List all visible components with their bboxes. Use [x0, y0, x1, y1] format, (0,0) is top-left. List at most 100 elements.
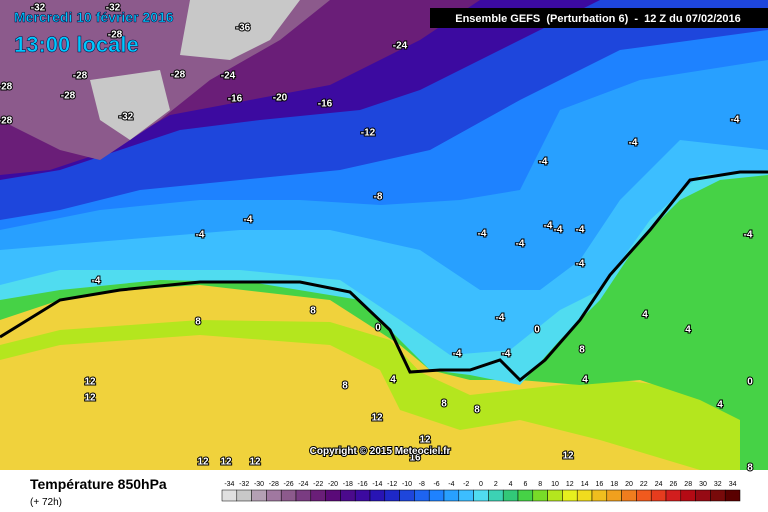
scale-swatch — [295, 489, 312, 502]
lead-time: (+ 72h) — [30, 497, 62, 508]
scale-swatch — [562, 489, 578, 502]
scale-swatch — [606, 489, 622, 502]
contour-label: 12 — [562, 451, 574, 462]
contour-label: -4 — [554, 225, 563, 236]
scale-label: 4 — [509, 481, 513, 488]
contour-label: 8 — [441, 399, 447, 410]
contour-label: -4 — [196, 230, 205, 241]
run-box — [430, 8, 768, 28]
scale-label: 32 — [714, 481, 722, 488]
scale-label: -16 — [358, 481, 368, 488]
scale-label: 34 — [729, 481, 737, 488]
scale-swatch — [576, 489, 593, 502]
scale-swatch — [443, 489, 460, 502]
scale-label: 20 — [625, 481, 633, 488]
contour-label: -8 — [374, 192, 383, 203]
scale-label: 12 — [566, 481, 574, 488]
scale-swatch — [369, 489, 386, 502]
contour-label: -20 — [273, 93, 288, 104]
contour-label: 12 — [84, 377, 96, 388]
scale-swatch — [340, 489, 356, 502]
scale-swatch — [680, 489, 696, 502]
scale-swatch — [547, 489, 563, 502]
scale-swatch — [473, 489, 489, 502]
contour-label: 12 — [419, 435, 431, 446]
scale-label: -30 — [254, 481, 264, 488]
scale-label: -6 — [433, 481, 439, 488]
contour-label: 4 — [390, 375, 396, 386]
contour-label: 8 — [342, 381, 348, 392]
scale-label: 24 — [655, 481, 663, 488]
contour-label: -4 — [502, 349, 511, 360]
scale-swatch — [428, 489, 445, 502]
contour-label: 12 — [371, 413, 383, 424]
contour-label: 8 — [579, 345, 585, 356]
contour-label: -4 — [478, 229, 487, 240]
contour-label: -4 — [544, 221, 553, 232]
scale-swatch — [221, 489, 238, 502]
contour-label: 8 — [747, 463, 753, 474]
contour-label: -24 — [221, 71, 236, 82]
scale-swatch — [310, 489, 326, 502]
scale-swatch — [384, 489, 400, 502]
variable-title: Température 850hPa — [30, 476, 167, 492]
scale-label: -18 — [343, 481, 353, 488]
contour-label: 8 — [195, 317, 201, 328]
color-scale: -34 -32 -30 -28 -26 -24 -22 -20 -18 -16 -14 -12 -10-… — [221, 481, 741, 502]
contour-label: 4 — [717, 400, 723, 411]
contour-label: 0 — [375, 323, 381, 334]
scale-label: -34 — [224, 481, 234, 488]
scale-label: -28 — [269, 481, 279, 488]
scale-swatch — [532, 489, 548, 502]
scale-swatch — [665, 489, 682, 502]
scale-swatch — [591, 489, 608, 502]
scale-label: 6 — [523, 481, 527, 488]
scale-label: -24 — [298, 481, 308, 488]
contour-labels: -32 -32 -36 -28 -24 -28 -28 -24 -16 -20 -16 -28 -32 -… — [0, 2, 754, 475]
scale-label: 28 — [684, 481, 692, 488]
scale-swatch — [710, 489, 726, 502]
scale-label: 0 — [479, 481, 483, 488]
contour-label: -36 — [236, 23, 251, 34]
contour-label: 12 — [84, 393, 96, 404]
scale-label: 30 — [699, 481, 707, 488]
contour-label: 8 — [310, 306, 316, 317]
contour-label: 12 — [197, 457, 209, 468]
contour-label: -4 — [576, 225, 585, 236]
contour-label: -12 — [361, 128, 376, 139]
scale-swatch — [251, 489, 267, 502]
scale-swatch — [325, 489, 341, 502]
contour-label: -32 — [106, 3, 121, 14]
contour-label: -4 — [92, 276, 101, 287]
contour-label: -28 — [108, 30, 123, 41]
scale-label: -14 — [372, 481, 382, 488]
contour-label: -4 — [576, 259, 585, 270]
scale-label: -32 — [239, 481, 249, 488]
contour-label: 0 — [747, 377, 753, 388]
contour-label: -16 — [318, 99, 333, 110]
contour-label: 4 — [685, 325, 691, 336]
local-time: 13:00 locale — [14, 32, 139, 57]
contour-label: -28 — [0, 116, 13, 127]
contour-label: -4 — [453, 349, 462, 360]
contour-label: -4 — [731, 115, 740, 126]
scale-label: 14 — [581, 481, 589, 488]
contour-label: -4 — [744, 230, 753, 241]
scale-label: 2 — [494, 481, 498, 488]
scale-swatch — [724, 489, 741, 502]
scale-label: 26 — [670, 481, 678, 488]
forecast-date: Mercredi 10 février 2016 — [14, 9, 174, 25]
scale-swatch — [399, 489, 415, 502]
scale-swatch — [414, 489, 430, 502]
scale-label: -8 — [419, 481, 425, 488]
contour-label: -4 — [539, 157, 548, 168]
scale-label: -4 — [448, 481, 454, 488]
contour-label: -16 — [228, 94, 243, 105]
contour-label: 4 — [582, 375, 588, 386]
scale-swatch — [636, 489, 652, 502]
contour-label: 16 — [409, 453, 421, 464]
scale-swatch — [502, 489, 519, 502]
contour-label: -32 — [119, 112, 134, 123]
scale-swatch — [695, 489, 711, 502]
